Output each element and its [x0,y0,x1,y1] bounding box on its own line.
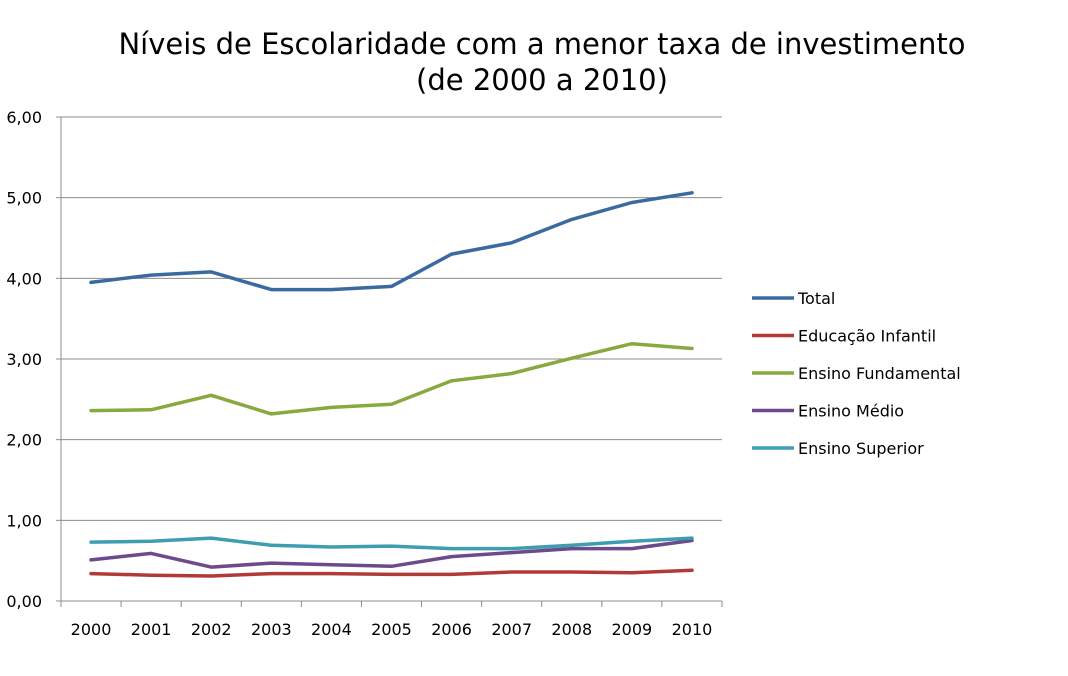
chart-subtitle: (de 2000 a 2010) [416,63,668,97]
series-line-3 [89,538,694,569]
legend-label: Ensino Fundamental [798,364,961,383]
axes: 0,00 1,00 2,00 3,00 4,00 5,00 6,00 2000 2001 2002… [6,108,723,639]
y-tick-label: 6,00 [6,108,42,127]
gridlines [61,116,722,521]
x-tick-label: 2001 [131,620,172,639]
x-tick-label: 2005 [371,620,412,639]
chart-title-line1: Níveis de Escolaridade com a menor taxa … [118,27,966,61]
y-tick-label: 5,00 [6,189,42,208]
legend: Total Educação Infantil Ensino Fundamental… [752,289,961,458]
x-tick-label: 2002 [191,620,232,639]
legend-label: Educação Infantil [798,327,936,346]
legend-label: Total [797,289,835,308]
x-tick-label: 2008 [551,620,592,639]
y-tick-label: 2,00 [6,431,42,450]
series-line-4 [89,536,694,551]
legend-label: Ensino Médio [798,402,904,421]
x-tick-label: 2000 [71,620,112,639]
series-line-1 [89,568,694,578]
x-tick-label: 2003 [251,620,292,639]
y-tick-label: 0,00 [6,592,42,611]
x-tick-label: 2007 [491,620,532,639]
series-lines [89,191,694,578]
x-tick-label: 2004 [311,620,352,639]
x-tick-label: 2009 [612,620,653,639]
y-tick-label: 3,00 [6,350,42,369]
series-line-0 [89,191,694,292]
x-tick-label: 2010 [672,620,713,639]
legend-label: Ensino Superior [798,439,924,458]
x-tick-label: 2006 [431,620,472,639]
series-line-2 [89,341,694,416]
chart-title: Níveis de Escolaridade com a menor taxa … [0,26,1068,98]
y-tick-label: 1,00 [6,511,42,530]
y-tick-label: 4,00 [6,269,42,288]
